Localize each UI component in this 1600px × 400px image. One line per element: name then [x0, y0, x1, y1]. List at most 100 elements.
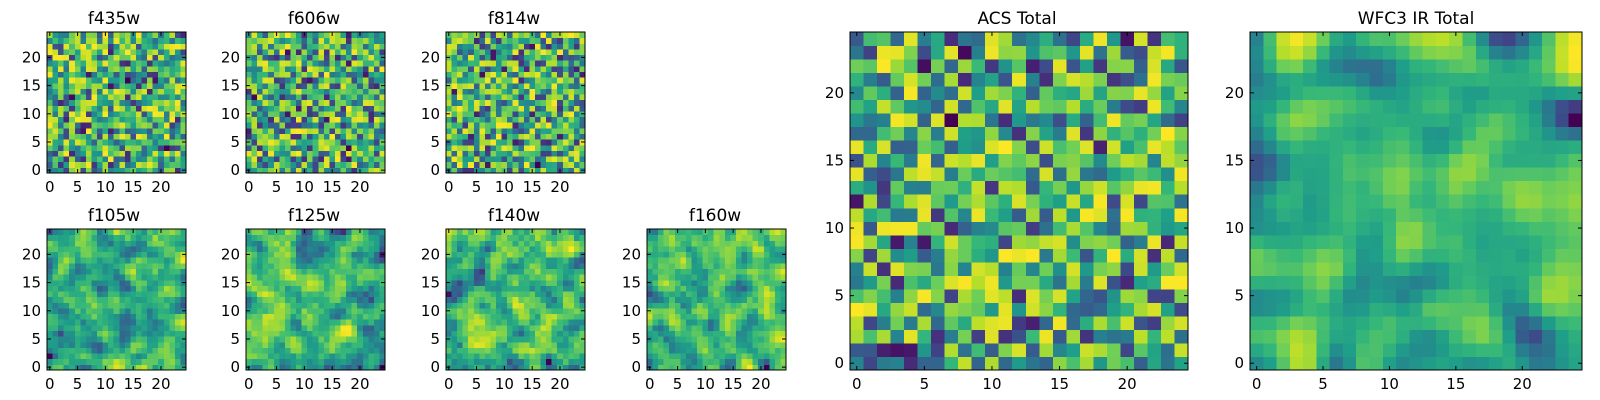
- heatmap-cell: [663, 262, 670, 269]
- heatmap-cell: [174, 274, 181, 281]
- heatmap-cell: [490, 60, 497, 67]
- heatmap-cell: [523, 268, 530, 275]
- heatmap-cell: [273, 161, 280, 168]
- heatmap-cell: [529, 156, 536, 163]
- heatmap-cell: [368, 71, 375, 78]
- heatmap-cell: [1079, 221, 1094, 236]
- heatmap-cell: [462, 82, 469, 89]
- heatmap-cell: [262, 156, 269, 163]
- heatmap-cell: [174, 77, 181, 84]
- heatmap-cell: [135, 82, 143, 89]
- heatmap-cell: [557, 77, 564, 84]
- heatmap-cell: [685, 296, 692, 303]
- heatmap-cell: [551, 161, 558, 168]
- heatmap-cell: [998, 180, 1013, 195]
- heatmap-cell: [702, 302, 709, 309]
- heatmap-cell: [708, 229, 715, 236]
- heatmap-cell: [579, 133, 586, 140]
- heatmap-cell: [334, 330, 342, 337]
- heatmap-cell: [518, 347, 525, 354]
- heatmap-cell: [741, 257, 748, 264]
- heatmap-cell: [479, 110, 486, 118]
- heatmap-cell: [135, 32, 143, 39]
- heatmap-cell: [351, 99, 358, 106]
- heatmap-cell: [540, 133, 547, 140]
- heatmap-cell: [917, 207, 932, 222]
- heatmap-cell: [652, 229, 659, 236]
- heatmap-cell: [351, 48, 358, 56]
- heatmap-cell: [1079, 329, 1094, 344]
- heatmap-cell: [507, 291, 514, 298]
- heatmap-cell: [47, 257, 54, 264]
- heatmap-cell: [457, 127, 464, 135]
- heatmap-cell: [457, 48, 464, 56]
- heatmap-cell: [318, 364, 325, 371]
- y-tick-label: 0: [230, 161, 240, 179]
- heatmap-cell: [346, 319, 353, 326]
- heatmap-cell: [119, 302, 126, 309]
- heatmap-cell: [562, 319, 569, 326]
- heatmap-cell: [512, 161, 519, 168]
- heatmap-cell: [685, 319, 692, 326]
- heatmap-cell: [697, 279, 704, 286]
- heatmap-cell: [557, 144, 564, 151]
- heatmap-cell: [340, 313, 347, 320]
- heatmap-cell: [318, 302, 325, 309]
- heatmap-cell: [752, 274, 759, 281]
- heatmap-cell: [462, 291, 469, 298]
- heatmap-cell: [163, 364, 170, 371]
- heatmap-cell: [1174, 207, 1189, 222]
- heatmap-cell: [752, 319, 759, 326]
- heatmap-cell: [113, 364, 120, 371]
- heatmap-cell: [747, 268, 754, 275]
- heatmap-cell: [152, 122, 159, 129]
- heatmap-cell: [74, 330, 81, 337]
- heatmap-cell: [1066, 221, 1081, 236]
- heatmap-cell: [141, 353, 148, 360]
- heatmap-cell: [74, 133, 81, 140]
- heatmap-cell: [1039, 342, 1054, 357]
- heatmap-cell: [69, 116, 76, 123]
- heatmap-cell: [658, 313, 665, 320]
- heatmap-cell: [312, 99, 319, 106]
- heatmap-cell: [279, 330, 286, 337]
- heatmap-cell: [451, 302, 458, 309]
- heatmap-cell: [108, 139, 115, 146]
- heatmap-cell: [85, 291, 92, 298]
- heatmap-cell: [368, 94, 375, 101]
- heatmap-cell: [663, 341, 670, 348]
- heatmap-cell: [301, 99, 308, 106]
- heatmap-cell: [113, 60, 120, 67]
- heatmap-cell: [80, 82, 87, 89]
- heatmap-cell: [251, 60, 258, 67]
- heatmap-cell: [490, 161, 497, 168]
- heatmap-cell: [551, 291, 558, 298]
- heatmap-cell: [697, 251, 704, 258]
- heatmap-cell: [180, 245, 187, 253]
- heatmap-cell: [74, 274, 81, 281]
- heatmap-cell: [113, 82, 120, 89]
- heatmap-cell: [141, 274, 148, 281]
- heatmap-cell: [457, 358, 464, 365]
- heatmap-cell: [69, 144, 76, 151]
- heatmap-cell: [351, 105, 358, 112]
- heatmap-cell: [318, 71, 325, 78]
- heatmap-cell: [323, 71, 330, 78]
- heatmap-cell: [174, 336, 181, 343]
- heatmap-cell: [557, 347, 564, 354]
- heatmap-cell: [507, 307, 514, 315]
- heatmap-cell: [334, 234, 342, 241]
- x-tick-label: 20: [151, 375, 170, 393]
- heatmap-cell: [490, 229, 497, 236]
- heatmap-cell: [1120, 234, 1135, 249]
- heatmap-cell: [462, 54, 469, 61]
- heatmap-cell: [119, 105, 126, 112]
- heatmap-cell: [63, 150, 70, 157]
- heatmap-cell: [340, 302, 347, 309]
- heatmap-cell: [758, 245, 765, 253]
- heatmap-cell: [47, 65, 54, 72]
- heatmap-cell: [318, 94, 325, 101]
- heatmap-cell: [512, 234, 519, 241]
- heatmap-cell: [334, 229, 342, 236]
- heatmap-cell: [290, 229, 297, 236]
